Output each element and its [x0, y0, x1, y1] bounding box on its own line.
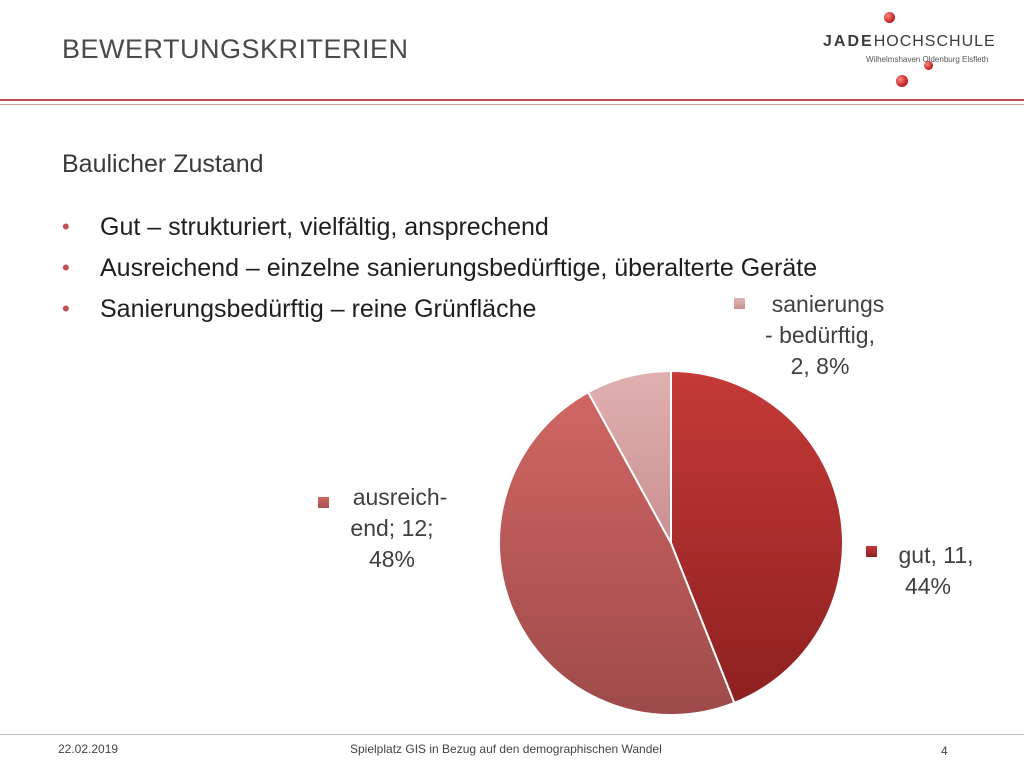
pie-data-label: ausreich-end; 12; 48% — [350, 484, 447, 572]
slide-subtitle: Baulicher Zustand — [62, 150, 264, 178]
legend-key-icon — [866, 546, 877, 557]
pie-data-label-line: sanierungs — [772, 291, 885, 317]
pie-data-label-line: 44% — [905, 573, 951, 599]
pie-slice-ausreichend — [497, 390, 736, 717]
logo-dot-icon — [924, 61, 933, 70]
header-divider — [0, 99, 1024, 101]
footer-date: 22.02.2019 — [58, 742, 119, 756]
pie-data-label-line: end; 12; — [350, 515, 433, 541]
header-divider-thin — [0, 104, 1024, 105]
bullet-icon: • — [62, 255, 70, 280]
pie-slice-gut — [670, 369, 845, 705]
pie-data-label: sanierungs - bedürftig, 2, 8% — [765, 291, 884, 379]
bullet-list: • Gut – strukturiert, vielfältig, ansprec… — [62, 208, 817, 331]
logo-wordmark: JADEHOCHSCHULE — [823, 33, 996, 50]
logo-subline: Wilhelmshaven Oldenburg Elsfleth — [866, 55, 989, 64]
pie-data-label-line: gut, 11, — [898, 542, 973, 568]
pie-data-label-line: 48% — [369, 546, 415, 572]
footer-title: Spielplatz GIS in Bezug auf den demograp… — [350, 742, 662, 756]
slide-title: BEWERTUNGSKRITERIEN — [62, 34, 409, 64]
pie-data-label-line: - bedürftig, — [765, 322, 875, 348]
bullet-item: • Gut – strukturiert, vielfältig, ansprec… — [62, 208, 817, 249]
legend-key-icon — [318, 497, 329, 508]
bullet-item: • Sanierungsbedürftig – reine Grünfläche — [62, 290, 817, 331]
pie-slice-sanierungsbedrftig — [586, 369, 672, 544]
bullet-icon: • — [62, 214, 70, 239]
legend-key-icon — [734, 298, 745, 309]
bullet-item: • Ausreichend – einzelne sanierungsbedürf… — [62, 249, 817, 290]
logo-dot-icon — [884, 12, 895, 23]
footer-divider — [0, 734, 1024, 735]
logo-dot-icon — [896, 75, 908, 87]
pie-data-label: gut, 11, 44% — [898, 542, 973, 599]
pie-data-label-line: 2, 8% — [791, 353, 850, 379]
pie-data-label-line: ausreich- — [353, 484, 448, 510]
jade-hochschule-logo: JADEHOCHSCHULE Wilhelmshaven Oldenburg E… — [820, 10, 1000, 90]
page-number: 4 — [941, 744, 948, 758]
bullet-icon: • — [62, 296, 70, 321]
